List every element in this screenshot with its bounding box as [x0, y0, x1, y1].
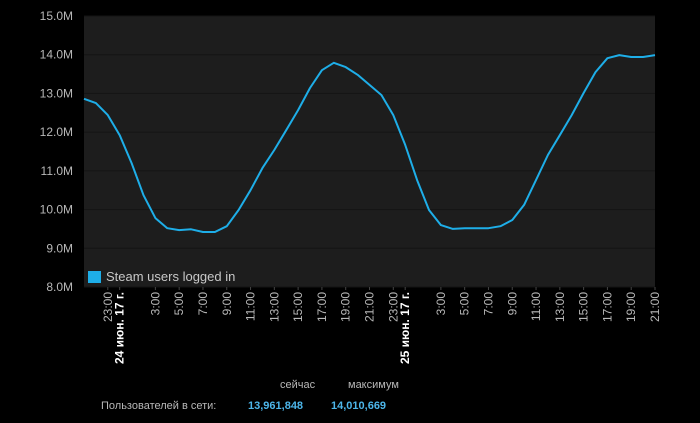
grid	[84, 15, 655, 288]
y-tick-label: 14.0M	[40, 48, 73, 62]
y-tick-label: 10.0M	[40, 203, 73, 217]
x-tick-label: 7:00	[481, 292, 495, 316]
x-tick-label: 11:00	[244, 292, 258, 321]
x-tick-label: 17:00	[600, 292, 614, 322]
max-value: 14,010,669	[331, 400, 386, 412]
x-tick-label: 21:00	[363, 292, 377, 322]
x-tick-label: 19:00	[624, 292, 638, 322]
x-tick-label: 5:00	[172, 292, 186, 316]
now-label: сейчас	[280, 379, 316, 391]
y-tick-label: 15.0M	[40, 9, 73, 23]
x-tick-label: 23:00	[386, 292, 400, 322]
x-tick-label: 21:00	[648, 292, 662, 322]
x-tick-label: 7:00	[196, 292, 210, 316]
x-tick-label: 13:00	[553, 292, 567, 322]
series-line	[83, 54, 656, 233]
x-tick-label: 19:00	[339, 292, 353, 322]
x-tick-label: 25 июн. 17 г.	[398, 292, 412, 364]
x-tick-label: 17:00	[315, 292, 329, 322]
x-tick-label: 3:00	[434, 292, 448, 316]
y-tick-label: 11.0M	[41, 164, 73, 178]
x-tick-label: 11:00	[529, 292, 543, 321]
x-tick-label: 9:00	[505, 292, 519, 316]
x-tick-label: 3:00	[148, 292, 162, 316]
x-tick-label: 13:00	[267, 292, 281, 322]
legend-swatch	[88, 271, 101, 283]
x-tick-label: 5:00	[458, 292, 472, 316]
x-tick-label: 15:00	[291, 292, 305, 322]
plot-area	[84, 16, 655, 287]
max-label: максимум	[348, 379, 399, 391]
x-tick-label: 23:00	[101, 292, 115, 322]
content: 8.0M 9.0M 10.0M 11.0M 12.0M 13.0M 14.0M 15.0M 23…	[40, 9, 662, 364]
legend-label: Steam users logged in	[106, 269, 235, 284]
x-tick-label: 24 июн. 17 г.	[113, 292, 127, 364]
x-tick-label: 15:00	[577, 292, 591, 322]
y-tick-label: 8.0M	[46, 280, 73, 294]
users-label: Пользователей в сети:	[101, 400, 216, 412]
y-tick-label: 12.0M	[40, 125, 73, 139]
x-tick-label: 9:00	[220, 292, 234, 316]
y-tick-label: 13.0M	[40, 86, 73, 100]
y-tick-label: 9.0M	[46, 241, 73, 255]
now-value: 13,961,848	[248, 400, 303, 412]
